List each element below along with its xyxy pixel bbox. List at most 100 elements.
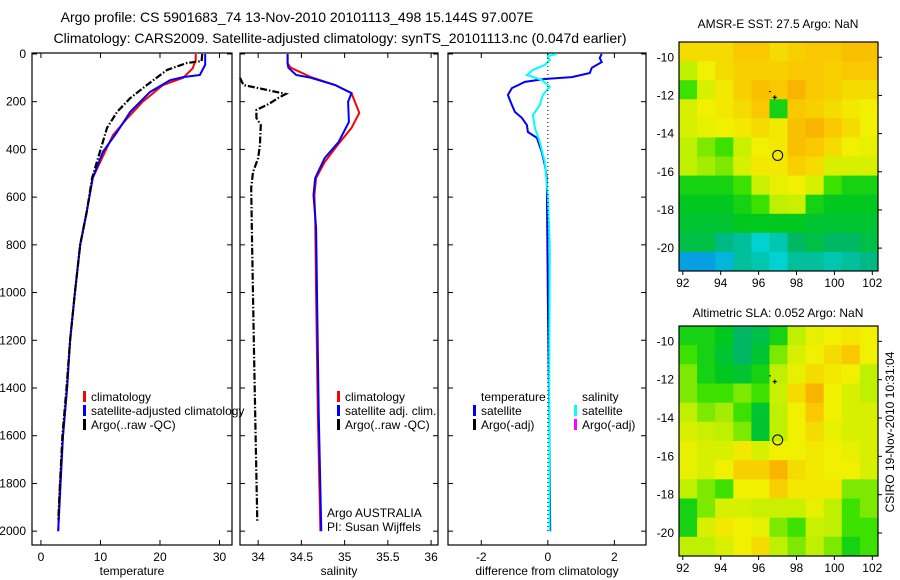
- heatmap-cell: [733, 345, 752, 365]
- heatmap-cell: [697, 137, 716, 157]
- heatmap-cell: [787, 536, 807, 557]
- heatmap-cell: [751, 137, 770, 157]
- heatmap-cell: [751, 326, 770, 346]
- x-tick-label: -2: [476, 550, 487, 564]
- heatmap-cell: [679, 402, 698, 423]
- heatmap-cell: [823, 194, 843, 215]
- heatmap-cell: [733, 61, 752, 81]
- series-line-satellite-adjusted-climatology: [57, 54, 207, 532]
- heatmap-cell: [751, 42, 770, 62]
- heatmap-cell: [697, 383, 716, 404]
- heatmap-cell: [769, 345, 789, 365]
- heatmap-cell: [733, 326, 752, 346]
- heatmap-cell: [823, 402, 843, 423]
- heatmap-cell: [859, 61, 879, 81]
- x-tick-label: 98: [790, 561, 804, 575]
- heatmap-cell: [679, 421, 698, 442]
- heatmap-cell: [841, 61, 861, 81]
- heatmap-cell: [805, 156, 825, 177]
- heatmap-cell: [841, 460, 861, 480]
- heatmap-cell: [805, 460, 825, 480]
- x-tick-label: 30: [213, 550, 227, 564]
- series-line-argo-raw-qc-: [239, 77, 290, 522]
- heatmap-cell: [751, 213, 770, 234]
- heatmap-cell: [715, 383, 734, 404]
- heatmap-cell: [823, 61, 843, 81]
- heatmap-cell: [679, 213, 698, 234]
- heatmap-cell: [841, 421, 861, 442]
- y-tick-label: -18: [657, 203, 675, 217]
- heatmap-cell: [679, 80, 698, 100]
- heatmap-cell: [859, 118, 879, 138]
- map-frame: [678, 41, 879, 272]
- heatmap-cell: [841, 175, 861, 196]
- heatmap-cell: [769, 251, 789, 272]
- heatmap-cell: [841, 232, 861, 253]
- heatmap-cell: [787, 213, 807, 234]
- heatmap-cell: [715, 42, 734, 62]
- heatmap-cell: [715, 118, 734, 138]
- map-frame: [678, 325, 879, 557]
- heatmap-cell: [841, 402, 861, 423]
- heatmap-cell: [715, 536, 734, 557]
- heatmap-cell: [787, 441, 807, 461]
- heatmap-cell: [769, 42, 789, 62]
- heatmap-cell: [733, 517, 752, 538]
- x-tick-label: 96: [752, 276, 766, 290]
- heatmap-cell: [679, 175, 698, 196]
- x-tick-label: 92: [676, 276, 690, 290]
- heatmap-cell: [769, 194, 789, 215]
- heatmap-cell: [715, 498, 734, 519]
- heatmap-cell: [715, 175, 734, 196]
- plot-frame: [239, 52, 439, 546]
- heatmap-cell: [787, 61, 807, 81]
- heatmap-cell: [715, 213, 734, 234]
- heatmap-cell: [841, 156, 861, 177]
- difference-axis-label: difference from climatology: [475, 564, 618, 578]
- series-line-salinity-satellite: [524, 53, 558, 532]
- y-tick-label: 1600: [0, 429, 26, 443]
- heatmap-cell: [823, 326, 843, 346]
- heatmap-cell: [787, 364, 807, 384]
- heatmap-cell: [697, 517, 716, 538]
- heatmap-cell: [679, 251, 698, 272]
- heatmap-cell: [697, 251, 716, 272]
- heatmap-cell: [697, 42, 716, 62]
- heatmap-cell: [787, 345, 807, 365]
- heatmap-cell: [769, 460, 789, 480]
- heatmap-cell: [769, 421, 789, 442]
- heatmap-cell: [859, 345, 879, 365]
- salinity-legend: climatology satellite adj. clim. Argo(..…: [327, 390, 436, 534]
- legend-swatch-argo: [83, 419, 86, 430]
- heatmap-cell: [787, 137, 807, 157]
- heatmap-cell: [787, 383, 807, 404]
- heatmap-cell: [751, 232, 770, 253]
- heatmap-cell: [841, 441, 861, 461]
- sst-map-panel: 92 94 96 98 100 102 -10 -12 -14 -16 -18 -20: [657, 41, 883, 290]
- heatmap-cell: [769, 441, 789, 461]
- difference-panel: -2 0 2: [447, 52, 647, 564]
- x-tick-label: 20: [153, 550, 167, 564]
- heatmap-cell: [679, 61, 698, 81]
- heatmap-cell: [805, 42, 825, 62]
- heatmap-cell: [679, 517, 698, 538]
- argo-position-marker: [772, 149, 784, 161]
- heatmap-cell: [859, 498, 879, 519]
- heatmap-cell: [841, 213, 861, 234]
- heatmap-cell: [733, 42, 752, 62]
- heatmap-cell: [787, 251, 807, 272]
- heatmap-cell: [715, 479, 734, 499]
- y-tick-label: 1200: [0, 333, 26, 347]
- legend-swatch-satellite: [83, 405, 86, 416]
- legend-label: satellite adj. clim.: [345, 404, 436, 418]
- heatmap-cell: [769, 402, 789, 423]
- heatmap-cell: [697, 441, 716, 461]
- heatmap-cell: [823, 421, 843, 442]
- heatmap-cell: [733, 175, 752, 196]
- heatmap-cell: [787, 80, 807, 100]
- heatmap-cell: [697, 175, 716, 196]
- heatmap-cell: [769, 364, 789, 384]
- heatmap-cell: [715, 194, 734, 215]
- y-tick-label: -16: [657, 165, 675, 179]
- legend-label: satellite-adjusted climatology: [91, 404, 244, 418]
